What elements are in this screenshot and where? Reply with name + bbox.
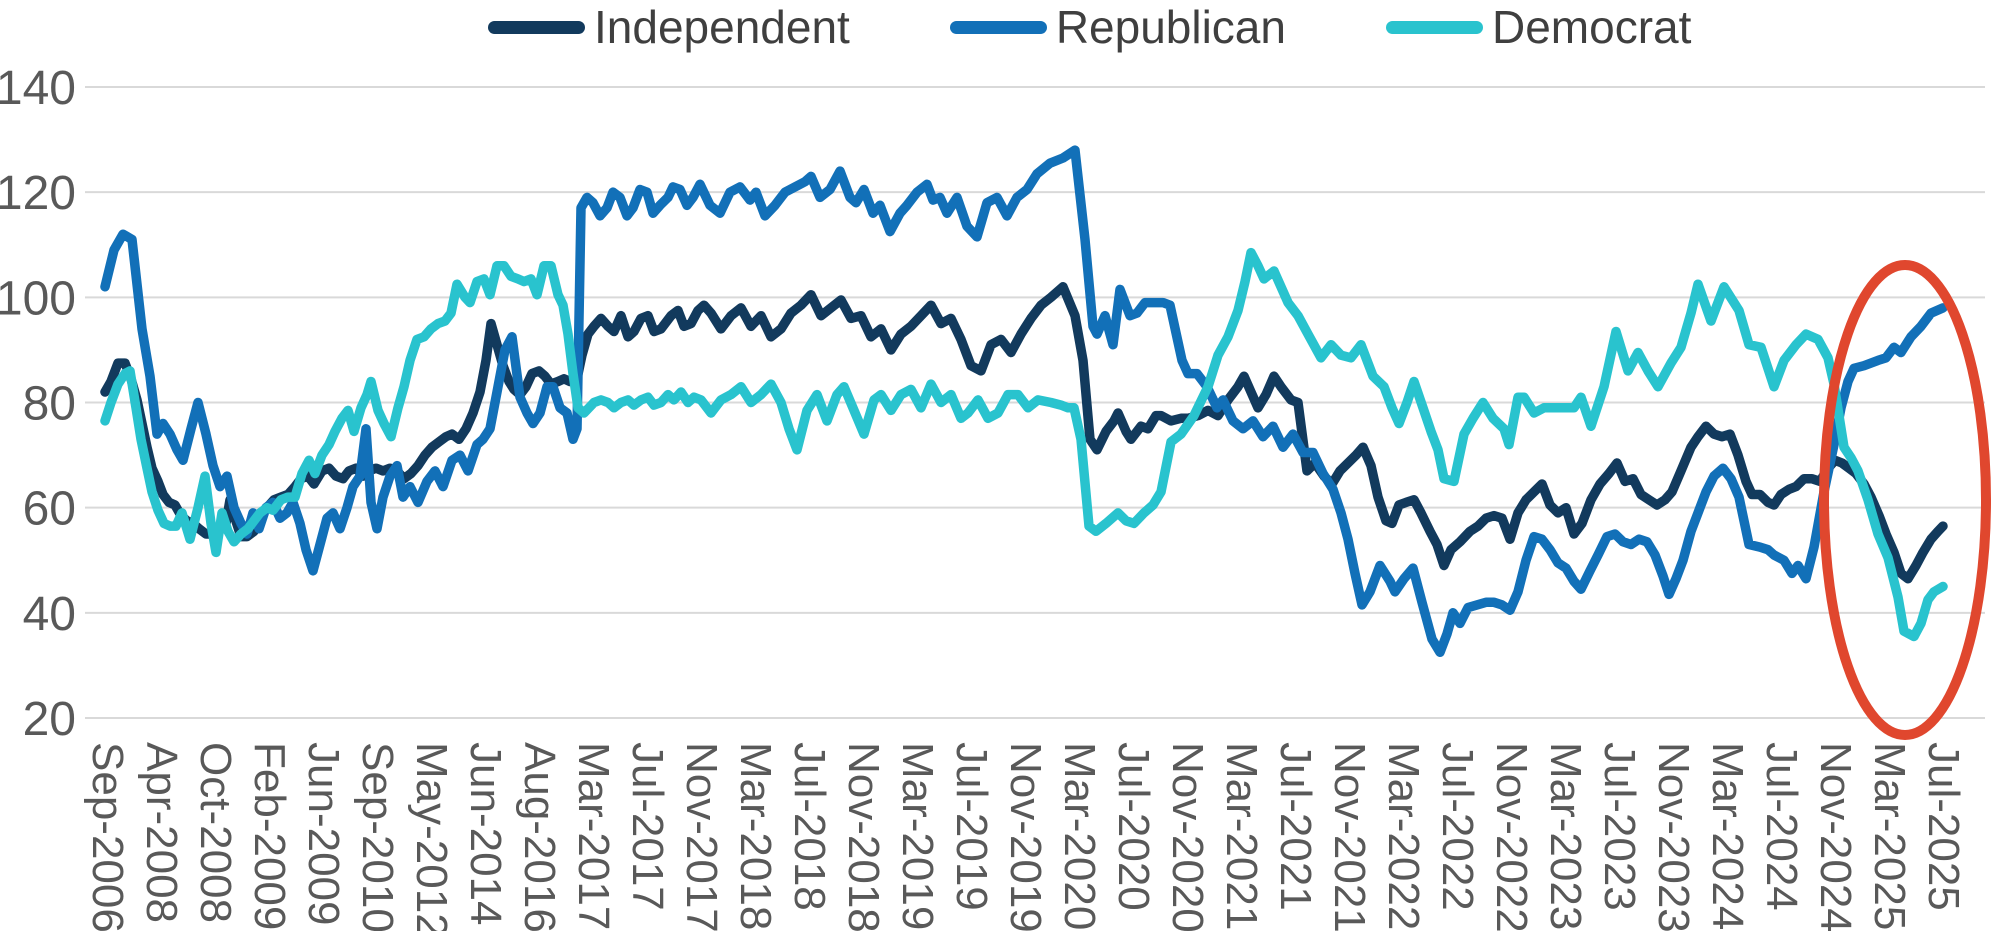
x-tick-label-Mar-2021: Mar-2021 xyxy=(1217,742,1266,930)
x-tick-label-Feb-2009: Feb-2009 xyxy=(245,742,294,930)
x-tick-label-Nov-2024: Nov-2024 xyxy=(1811,742,1860,931)
x-tick-label-Mar-2017: Mar-2017 xyxy=(569,742,618,930)
legend-label: Democrat xyxy=(1491,1,1692,53)
x-tick-label-Mar-2018: Mar-2018 xyxy=(731,742,780,930)
legend-swatch-icon xyxy=(488,20,585,34)
x-tick-label-Nov-2019: Nov-2019 xyxy=(1001,742,1050,931)
y-tick-label-140: 140 xyxy=(0,62,76,115)
x-tick-label-Mar-2025: Mar-2025 xyxy=(1865,742,1914,930)
x-tick-label-Aug-2016: Aug-2016 xyxy=(515,742,564,931)
x-tick-label-Nov-2018: Nov-2018 xyxy=(839,742,888,931)
x-tick-label-Mar-2024: Mar-2024 xyxy=(1703,742,1752,930)
x-tick-label-Jun-2014: Jun-2014 xyxy=(461,742,510,925)
chart-legend: Independent Republican Democrat xyxy=(488,4,1691,50)
x-tick-label-May-2012: May-2012 xyxy=(407,742,456,931)
y-tick-label-120: 120 xyxy=(0,167,76,220)
x-tick-label-Jun-2009: Jun-2009 xyxy=(299,742,348,925)
x-tick-label-Nov-2023: Nov-2023 xyxy=(1649,742,1698,931)
y-tick-label-20: 20 xyxy=(23,693,76,746)
legend-item-independent: Independent xyxy=(488,4,850,50)
x-tick-label-Nov-2021: Nov-2021 xyxy=(1325,742,1374,931)
x-tick-label-Apr-2008: Apr-2008 xyxy=(137,742,186,923)
y-tick-label-40: 40 xyxy=(23,588,76,641)
x-tick-label-Mar-2020: Mar-2020 xyxy=(1055,742,1104,930)
x-tick-label-Nov-2022: Nov-2022 xyxy=(1487,742,1536,931)
x-tick-label-Sep-2006: Sep-2006 xyxy=(83,742,132,931)
series-line-independent xyxy=(100,282,1948,584)
y-tick-label-60: 60 xyxy=(23,483,76,536)
x-tick-label-Oct-2008: Oct-2008 xyxy=(191,742,240,923)
x-tick-label-Jul-2024: Jul-2024 xyxy=(1757,742,1806,911)
x-tick-label-Jul-2021: Jul-2021 xyxy=(1271,742,1320,911)
legend-item-republican: Republican xyxy=(949,1,1286,53)
x-tick-label-Mar-2019: Mar-2019 xyxy=(893,742,942,930)
series-line-republican xyxy=(100,145,1948,658)
annotation-ellipse xyxy=(1819,260,1991,740)
x-tick-label-Jul-2018: Jul-2018 xyxy=(785,742,834,911)
legend-item-democrat: Democrat xyxy=(1385,1,1692,53)
x-tick-label-Mar-2023: Mar-2023 xyxy=(1541,742,1590,930)
x-tick-label-Sep-2010: Sep-2010 xyxy=(353,742,402,931)
legend-swatch-icon xyxy=(949,20,1047,34)
legend-label: Independent xyxy=(594,1,850,53)
x-tick-label-Jul-2025: Jul-2025 xyxy=(1919,742,1968,911)
legend-swatch-icon xyxy=(1385,20,1483,34)
x-tick-label-Jul-2019: Jul-2019 xyxy=(947,742,996,911)
x-tick-label-Jul-2022: Jul-2022 xyxy=(1433,742,1482,911)
legend-label: Republican xyxy=(1055,1,1286,53)
x-tick-label-Mar-2022: Mar-2022 xyxy=(1379,742,1428,930)
x-tick-label-Nov-2020: Nov-2020 xyxy=(1163,742,1212,931)
y-tick-label-100: 100 xyxy=(0,272,76,325)
x-tick-label-Jul-2023: Jul-2023 xyxy=(1595,742,1644,911)
x-tick-label-Jul-2017: Jul-2017 xyxy=(623,742,672,911)
x-tick-label-Nov-2017: Nov-2017 xyxy=(677,742,726,931)
series-line-democrat xyxy=(100,247,1948,642)
y-tick-label-80: 80 xyxy=(23,378,76,431)
x-tick-label-Jul-2020: Jul-2020 xyxy=(1109,742,1158,911)
